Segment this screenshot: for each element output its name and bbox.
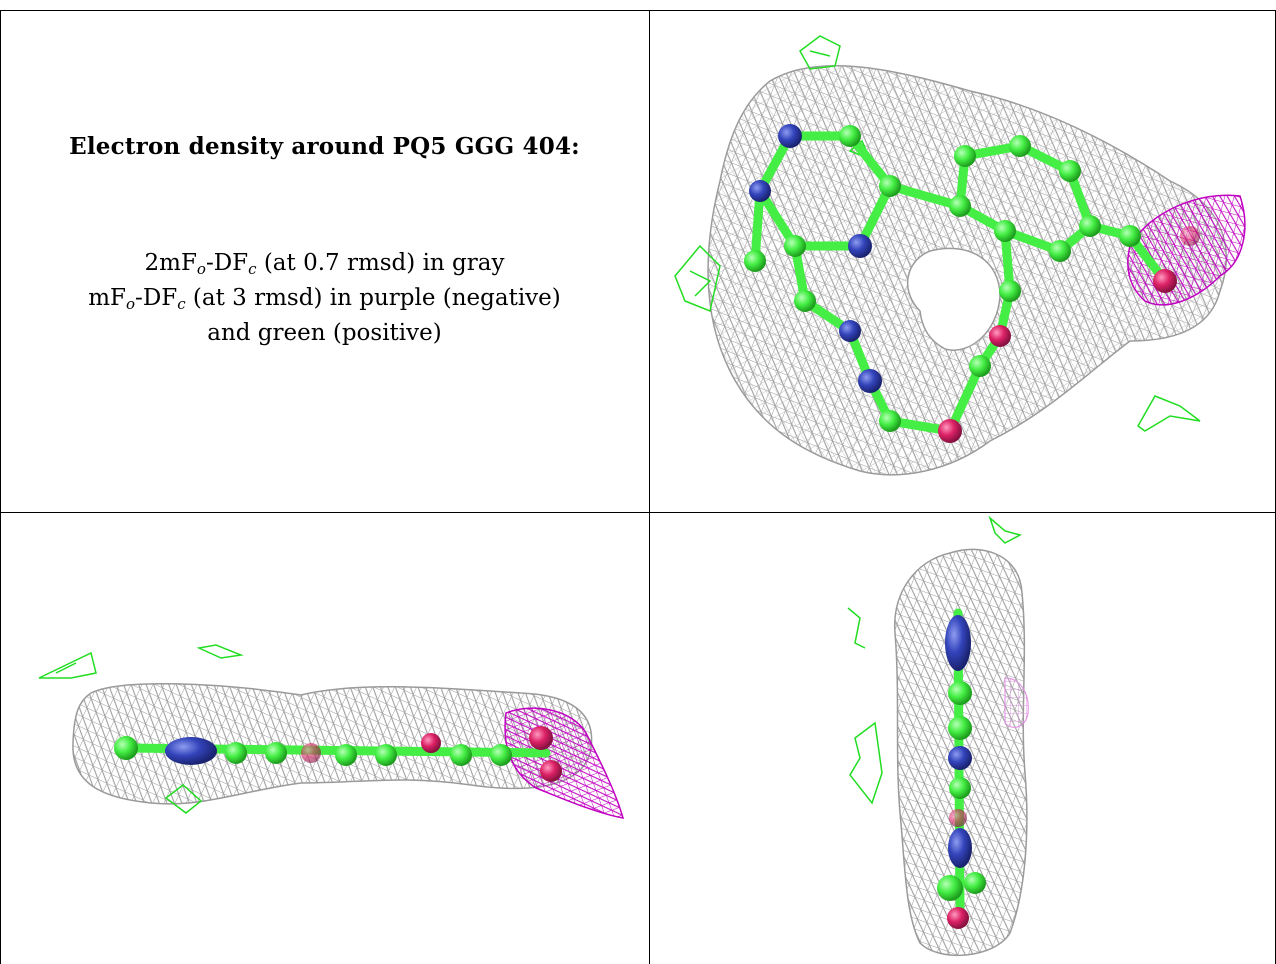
density-view-bottom-right bbox=[847, 515, 1029, 956]
left-border bbox=[0, 10, 1, 964]
legend-line-positive: and green (positive) bbox=[207, 320, 442, 346]
density-view-bottom-left bbox=[38, 644, 625, 819]
positive-density-blobs bbox=[38, 644, 244, 814]
legend-line-gray: 2mFo-DFc (at 0.7 rmsd) in gray bbox=[144, 250, 505, 278]
molecule-atoms bbox=[114, 726, 562, 782]
negative-density-mesh bbox=[504, 707, 625, 819]
caption-title: Electron density around PQ5 GGG 404: bbox=[69, 133, 580, 160]
positive-density-blobs bbox=[847, 515, 1023, 805]
top-border bbox=[0, 10, 1276, 11]
molecule-atoms bbox=[744, 124, 1200, 443]
density-view-top bbox=[674, 35, 1246, 476]
negative-density-mesh bbox=[1004, 677, 1029, 728]
molecule-atoms bbox=[937, 615, 986, 929]
center-divider bbox=[649, 10, 650, 964]
middle-divider bbox=[0, 512, 1276, 513]
gray-density-mesh bbox=[72, 682, 593, 805]
legend-line-difference: mFo-DFc (at 3 rmsd) in purple (negative) bbox=[88, 285, 561, 313]
caption-cell: Electron density around PQ5 GGG 404: 2mF… bbox=[0, 0, 649, 512]
caption-legend: 2mFo-DFc (at 0.7 rmsd) in gray mFo-DFc (… bbox=[0, 246, 649, 351]
